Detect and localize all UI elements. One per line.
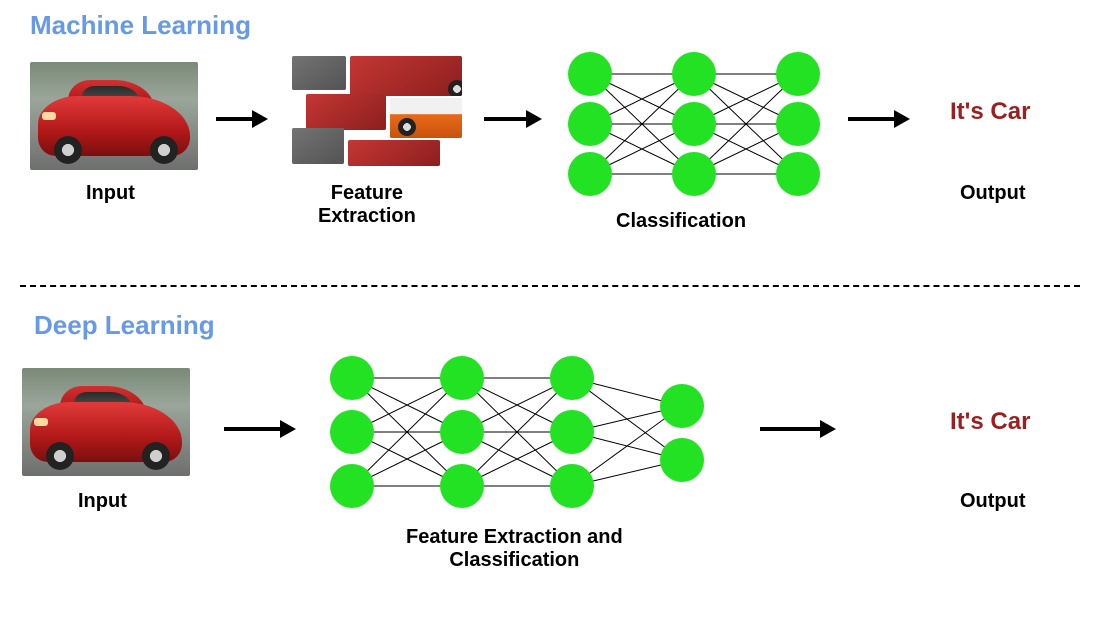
ml-feature-label: FeatureExtraction [318, 182, 416, 228]
ml-output-label: Output [960, 182, 1026, 205]
ml-arrow-3 [848, 110, 910, 128]
dl-arrow-1 [224, 420, 296, 438]
dl-title: Deep Learning [34, 310, 215, 341]
ml-classification-label: Classification [616, 210, 746, 233]
dl-output-result: It's Car [950, 408, 1030, 436]
dl-input-label: Input [78, 490, 127, 513]
ml-input-label: Input [86, 182, 135, 205]
section-divider [20, 285, 1080, 287]
ml-arrow-1 [216, 110, 268, 128]
dl-output-label: Output [960, 490, 1026, 513]
dl-network-label: Feature Extraction andClassification [406, 526, 623, 572]
ml-output-result: It's Car [950, 98, 1030, 126]
ml-network [560, 42, 828, 202]
dl-arrow-2 [760, 420, 836, 438]
ml-arrow-2 [484, 110, 542, 128]
ml-input-image [30, 62, 198, 170]
ml-title: Machine Learning [30, 10, 251, 41]
dl-input-image [22, 368, 190, 476]
dl-network [322, 346, 722, 516]
ml-feature-collage [292, 56, 464, 168]
